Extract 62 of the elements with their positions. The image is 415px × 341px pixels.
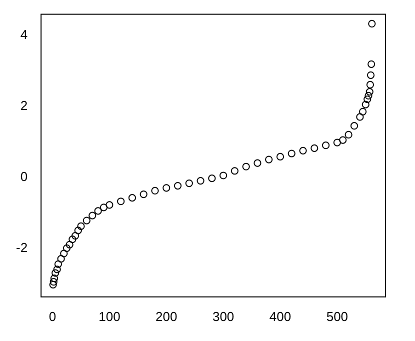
point (356, 113, 364, 121)
point (88, 212, 96, 220)
x-tick-label: 200 (156, 308, 178, 324)
point (288, 150, 296, 158)
point (339, 136, 347, 144)
point (74, 226, 82, 234)
point (57, 255, 65, 263)
point (128, 194, 136, 202)
point (366, 80, 374, 89)
point (49, 280, 57, 288)
point (276, 152, 284, 160)
point (344, 130, 352, 139)
point (185, 179, 193, 188)
x-tick-label: 300 (212, 308, 234, 324)
point (220, 172, 228, 180)
point (100, 204, 108, 212)
point (66, 240, 74, 248)
point (366, 71, 375, 79)
point (364, 92, 372, 100)
point (77, 222, 85, 230)
x-tick-label: 500 (326, 308, 348, 324)
point (350, 122, 358, 130)
point (322, 142, 330, 150)
point (50, 278, 58, 286)
point (50, 274, 58, 282)
point (52, 269, 60, 277)
y-tick-label: 2 (20, 98, 28, 113)
point (364, 95, 372, 104)
point (53, 266, 61, 274)
x-tick-label: 400 (269, 308, 292, 324)
point (60, 250, 68, 258)
point (368, 20, 376, 28)
y-tick-label: 4 (20, 27, 28, 42)
point (82, 216, 90, 224)
point (68, 236, 76, 244)
y-tick-label: -2 (16, 240, 28, 255)
x-tick-label: 100 (98, 308, 120, 324)
point (117, 198, 125, 206)
point (62, 244, 71, 252)
x-tick-label: 0 (48, 308, 56, 324)
point (140, 190, 148, 198)
point (265, 156, 273, 164)
point (310, 144, 318, 152)
point (230, 167, 238, 175)
y-tick-label: 0 (20, 168, 28, 184)
point (71, 232, 80, 240)
point (299, 146, 307, 154)
point (362, 100, 370, 108)
point (242, 162, 250, 170)
point (368, 60, 376, 68)
point (196, 177, 204, 185)
point (254, 159, 262, 167)
point (358, 108, 367, 116)
point (174, 182, 182, 190)
point (106, 201, 114, 209)
point (162, 184, 170, 192)
point (208, 174, 216, 182)
point (333, 138, 341, 146)
point (94, 207, 102, 215)
point (151, 186, 159, 195)
point (54, 260, 62, 268)
point (366, 88, 374, 96)
